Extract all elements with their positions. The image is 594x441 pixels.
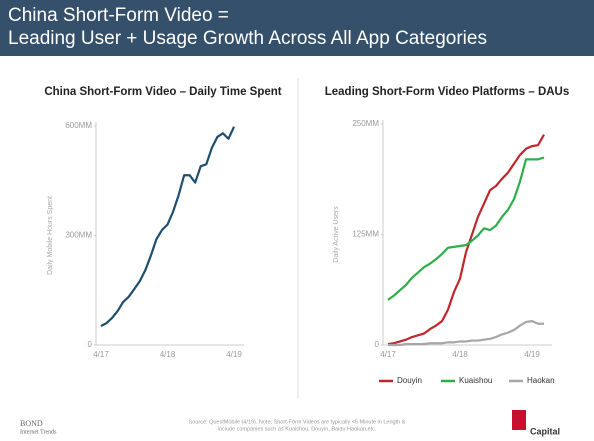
logo-mark <box>512 410 526 430</box>
chart-title: Leading Short-Form Video Platforms – DAU… <box>325 86 570 98</box>
series-line <box>100 126 235 327</box>
x-tick-label: 4/17 <box>93 350 109 359</box>
y-tick-label: 600MM <box>65 121 92 130</box>
x-tick-label: 4/18 <box>452 350 468 359</box>
y-tick-label: 0 <box>88 340 93 349</box>
y-tick-label: 125MM <box>352 230 379 239</box>
legend-label: Kuaishou <box>459 376 492 385</box>
x-tick-label: 4/18 <box>160 350 176 359</box>
y-axis-label: Daily Mobile Hours Spent <box>47 196 54 275</box>
header-title: China Short-Form Video = <box>8 5 229 26</box>
chart-title: China Short-Form Video – Daily Time Spen… <box>44 86 281 98</box>
series-line <box>387 134 545 346</box>
header-title: Leading User + Usage Growth Across All A… <box>8 28 487 49</box>
header-bar <box>0 0 594 56</box>
brand-subtitle: Internet Trends <box>20 429 57 435</box>
y-tick-label: 250MM <box>352 119 379 128</box>
x-tick-label: 4/19 <box>524 350 540 359</box>
logo: Capital <box>530 426 560 436</box>
x-tick-label: 4/19 <box>226 350 242 359</box>
series-line <box>387 156 545 301</box>
brand: BOND <box>20 419 43 428</box>
source-note: Source: QuestMobile (4/19). Note: Short-… <box>189 419 406 425</box>
legend-label: Haokan <box>527 376 555 385</box>
y-tick-label: 0 <box>375 340 380 349</box>
y-axis-label: Daily Active Users <box>333 206 340 263</box>
y-tick-label: 300MM <box>65 231 92 240</box>
x-tick-label: 4/17 <box>380 350 396 359</box>
series-line <box>388 320 544 347</box>
source-note: include companies such as Kuaishou, Douy… <box>218 426 377 432</box>
legend-label: Douyin <box>397 376 422 385</box>
